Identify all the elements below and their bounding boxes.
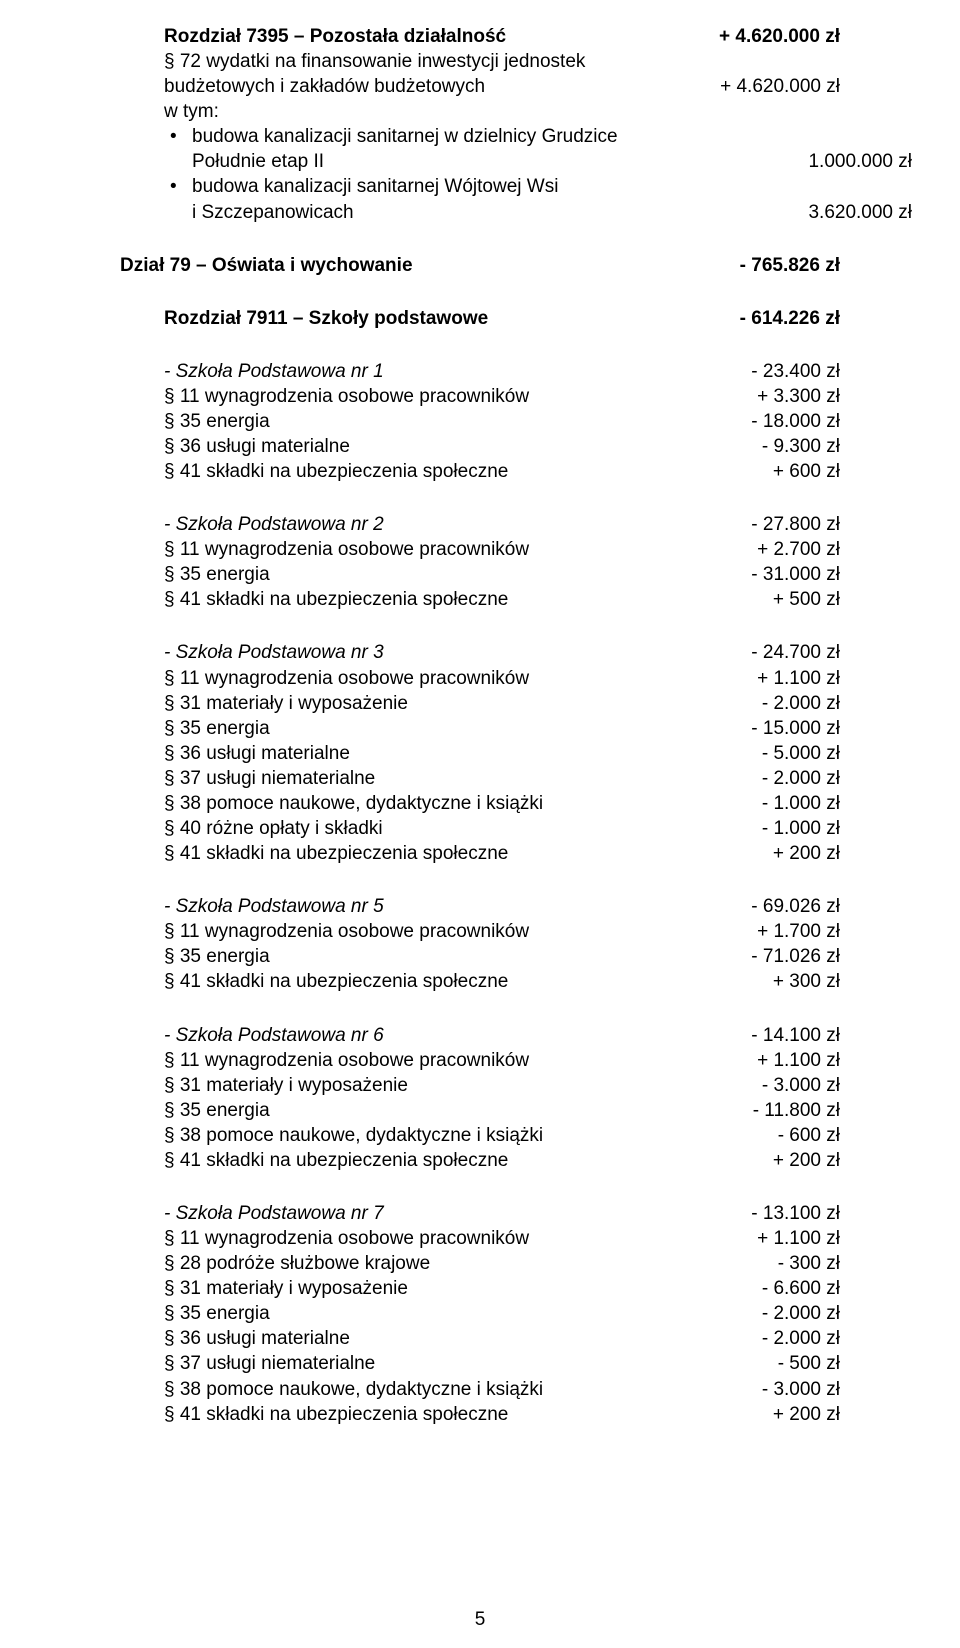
page-number: 5 <box>0 1607 960 1632</box>
sp5-title: - Szkoła Podstawowa nr 5 <box>120 894 690 919</box>
dzial-79-amount: - 765.826 zł <box>690 253 840 278</box>
sp2-p11-amount: + 2.700 zł <box>690 537 840 562</box>
sp3-p36-amount: - 5.000 zł <box>690 741 840 766</box>
sp3-p41: § 41 składki na ubezpieczenia społeczne <box>120 841 690 866</box>
sp1-p35: § 35 energia <box>120 409 690 434</box>
sp7-amount: - 13.100 zł <box>690 1201 840 1226</box>
sp7-p36: § 36 usługi materialne <box>120 1326 690 1351</box>
sp7-p31-amount: - 6.600 zł <box>690 1276 840 1301</box>
sp5-p41-amount: + 300 zł <box>690 969 840 994</box>
sp7-p11: § 11 wynagrodzenia osobowe pracowników <box>120 1226 690 1251</box>
bullet-1-line2: Południe etap II <box>192 149 762 174</box>
sp3-p37: § 37 usługi niematerialne <box>120 766 690 791</box>
sp2-p41-amount: + 500 zł <box>690 587 840 612</box>
sp6-p38: § 38 pomoce naukowe, dydaktyczne i książ… <box>120 1123 690 1148</box>
sp3-p40: § 40 różne opłaty i składki <box>120 816 690 841</box>
dzial-79-title: Dział 79 – Oświata i wychowanie <box>120 253 690 278</box>
sp3-amount: - 24.700 zł <box>690 640 840 665</box>
bullet-2-amount: 3.620.000 zł <box>762 200 912 225</box>
sp3-p37-amount: - 2.000 zł <box>690 766 840 791</box>
sp1-title: - Szkoła Podstawowa nr 1 <box>120 359 690 384</box>
sp2-p35: § 35 energia <box>120 562 690 587</box>
sp7-p31: § 31 materiały i wyposażenie <box>120 1276 690 1301</box>
sp3-p31: § 31 materiały i wyposażenie <box>120 691 690 716</box>
sp3-p41-amount: + 200 zł <box>690 841 840 866</box>
sp6-p11: § 11 wynagrodzenia osobowe pracowników <box>120 1048 690 1073</box>
sp3-p36: § 36 usługi materialne <box>120 741 690 766</box>
sp7-p37: § 37 usługi niematerialne <box>120 1351 690 1376</box>
sp6-p41: § 41 składki na ubezpieczenia społeczne <box>120 1148 690 1173</box>
sp7-p38-amount: - 3.000 zł <box>690 1377 840 1402</box>
sp3-p38-amount: - 1.000 zł <box>690 791 840 816</box>
sp1-p35-amount: - 18.000 zł <box>690 409 840 434</box>
sp1-amount: - 23.400 zł <box>690 359 840 384</box>
sp5-p35-amount: - 71.026 zł <box>690 944 840 969</box>
sp1-p41-amount: + 600 zł <box>690 459 840 484</box>
sp3-p31-amount: - 2.000 zł <box>690 691 840 716</box>
sp2-p11: § 11 wynagrodzenia osobowe pracowników <box>120 537 690 562</box>
wtym-label: w tym: <box>120 99 840 124</box>
sp5-p11: § 11 wynagrodzenia osobowe pracowników <box>120 919 690 944</box>
sp7-p41: § 41 składki na ubezpieczenia społeczne <box>120 1402 690 1427</box>
sp2-p41: § 41 składki na ubezpieczenia społeczne <box>120 587 690 612</box>
sp1-p11-amount: + 3.300 zł <box>690 384 840 409</box>
sp5-amount: - 69.026 zł <box>690 894 840 919</box>
sp2-title: - Szkoła Podstawowa nr 2 <box>120 512 690 537</box>
section-7395-title: Rozdział 7395 – Pozostała działalność <box>120 24 690 49</box>
sp1-p36-amount: - 9.300 zł <box>690 434 840 459</box>
sp6-p35: § 35 energia <box>120 1098 690 1123</box>
sp3-p11: § 11 wynagrodzenia osobowe pracowników <box>120 666 690 691</box>
p72-line2: budżetowych i zakładów budżetowych <box>120 74 690 99</box>
p72-amount: + 4.620.000 zł <box>690 74 840 99</box>
sp3-p11-amount: + 1.100 zł <box>690 666 840 691</box>
sp7-p35-amount: - 2.000 zł <box>690 1301 840 1326</box>
bullet-1-line1: budowa kanalizacji sanitarnej w dzielnic… <box>170 124 890 149</box>
sp3-p38: § 38 pomoce naukowe, dydaktyczne i książ… <box>120 791 690 816</box>
sp2-p35-amount: - 31.000 zł <box>690 562 840 587</box>
sp7-p36-amount: - 2.000 zł <box>690 1326 840 1351</box>
sp5-p11-amount: + 1.700 zł <box>690 919 840 944</box>
bullet-2-line2: i Szczepanowicach <box>192 200 762 225</box>
sp7-title: - Szkoła Podstawowa nr 7 <box>120 1201 690 1226</box>
sp1-p41: § 41 składki na ubezpieczenia społeczne <box>120 459 690 484</box>
sp5-p35: § 35 energia <box>120 944 690 969</box>
sp3-p40-amount: - 1.000 zł <box>690 816 840 841</box>
sp1-p36: § 36 usługi materialne <box>120 434 690 459</box>
p72-line1: § 72 wydatki na finansowanie inwestycji … <box>120 49 840 74</box>
sp2-amount: - 27.800 zł <box>690 512 840 537</box>
rozdzial-7911-amount: - 614.226 zł <box>690 306 840 331</box>
bullet-1-amount: 1.000.000 zł <box>762 149 912 174</box>
rozdzial-7911-title: Rozdział 7911 – Szkoły podstawowe <box>120 306 690 331</box>
sp3-title: - Szkoła Podstawowa nr 3 <box>120 640 690 665</box>
sp6-p38-amount: - 600 zł <box>690 1123 840 1148</box>
sp6-p35-amount: - 11.800 zł <box>690 1098 840 1123</box>
sp3-p35-amount: - 15.000 zł <box>690 716 840 741</box>
section-7395-amount: + 4.620.000 zł <box>690 24 840 49</box>
bullet-2-line1: budowa kanalizacji sanitarnej Wójtowej W… <box>170 174 890 199</box>
sp6-p31-amount: - 3.000 zł <box>690 1073 840 1098</box>
sp7-p37-amount: - 500 zł <box>690 1351 840 1376</box>
sp1-p11: § 11 wynagrodzenia osobowe pracowników <box>120 384 690 409</box>
sp7-p41-amount: + 200 zł <box>690 1402 840 1427</box>
sp6-amount: - 14.100 zł <box>690 1023 840 1048</box>
sp7-p35: § 35 energia <box>120 1301 690 1326</box>
sp6-p11-amount: + 1.100 zł <box>690 1048 840 1073</box>
sp7-p11-amount: + 1.100 zł <box>690 1226 840 1251</box>
sp5-p41: § 41 składki na ubezpieczenia społeczne <box>120 969 690 994</box>
sp3-p35: § 35 energia <box>120 716 690 741</box>
sp6-p41-amount: + 200 zł <box>690 1148 840 1173</box>
sp7-p28-amount: - 300 zł <box>690 1251 840 1276</box>
sp6-p31: § 31 materiały i wyposażenie <box>120 1073 690 1098</box>
sp6-title: - Szkoła Podstawowa nr 6 <box>120 1023 690 1048</box>
sp7-p28: § 28 podróże służbowe krajowe <box>120 1251 690 1276</box>
sp7-p38: § 38 pomoce naukowe, dydaktyczne i książ… <box>120 1377 690 1402</box>
